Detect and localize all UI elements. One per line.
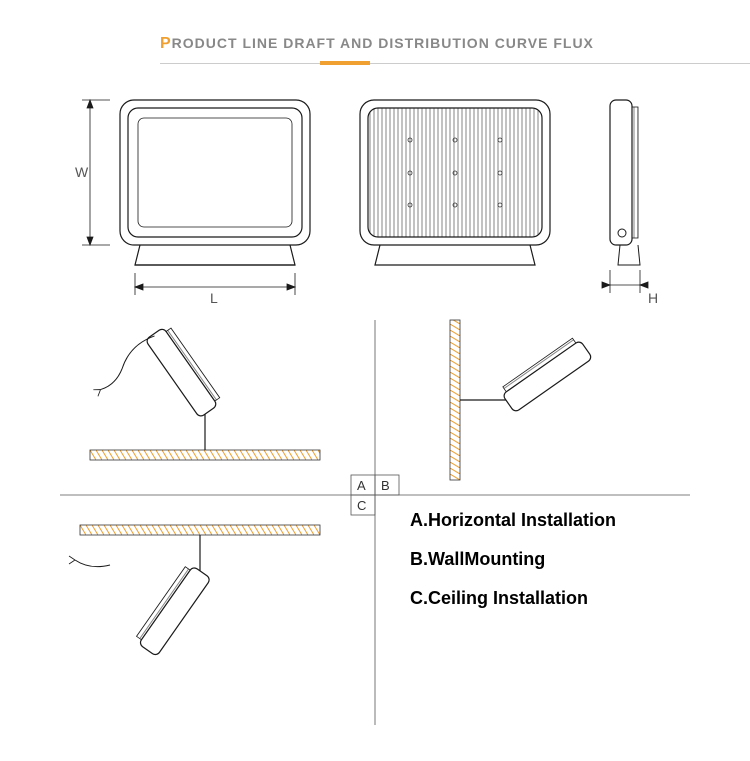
- install-a: [87, 324, 320, 460]
- dim-w-label: W: [75, 164, 89, 180]
- diagram-area: W L H: [50, 95, 700, 735]
- header: PRODUCT LINE DRAFT AND DISTRIBUTION CURV…: [0, 0, 750, 65]
- quad-b: B: [381, 478, 390, 493]
- legend: A.Horizontal Installation B.WallMounting…: [410, 510, 616, 627]
- title-rest: RODUCT LINE DRAFT AND DISTRIBUTION CURVE…: [172, 35, 594, 51]
- page-title: PRODUCT LINE DRAFT AND DISTRIBUTION CURV…: [160, 35, 750, 53]
- title-first-letter: P: [160, 35, 172, 52]
- title-accent: [320, 61, 370, 65]
- install-c: [69, 525, 320, 656]
- rear-view: [360, 100, 550, 265]
- front-view: [120, 100, 310, 265]
- dim-h: [602, 270, 648, 293]
- dim-l-label: L: [210, 290, 218, 306]
- legend-c: C.Ceiling Installation: [410, 588, 616, 609]
- side-view: [610, 100, 640, 265]
- quad-a: A: [357, 478, 366, 493]
- legend-a: A.Horizontal Installation: [410, 510, 616, 531]
- title-underline: [160, 61, 750, 65]
- install-b: [450, 320, 593, 480]
- technical-drawing: W L H: [50, 95, 700, 735]
- quad-c: C: [357, 498, 366, 513]
- dim-h-label: H: [648, 290, 658, 306]
- legend-b: B.WallMounting: [410, 549, 616, 570]
